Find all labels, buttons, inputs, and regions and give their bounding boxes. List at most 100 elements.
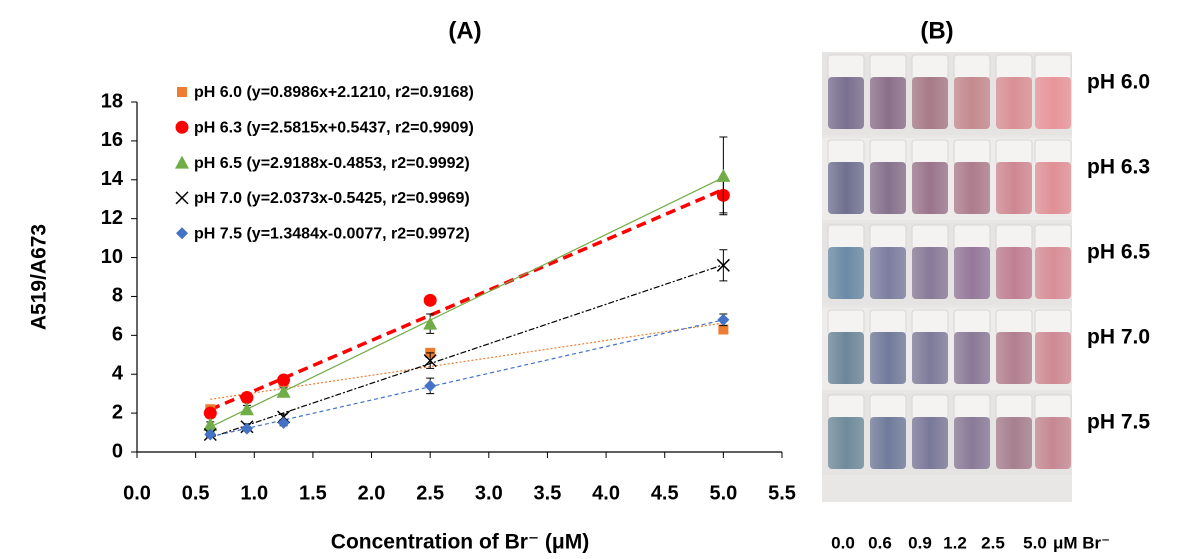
vial-liquid: [996, 332, 1032, 384]
concentration-label: 1.2: [943, 533, 967, 552]
marker: [203, 417, 218, 431]
y-tick-label: 12: [101, 207, 123, 229]
x-tick-label: 1.0: [240, 482, 268, 504]
vial-cap: [1034, 224, 1072, 250]
x-tick-label: 3.0: [475, 482, 503, 504]
panel-title: (B): [920, 17, 953, 44]
vial-cap: [869, 394, 907, 420]
vial-cap: [953, 224, 991, 250]
vial-liquid: [996, 247, 1032, 299]
y-tick-label: 0: [112, 440, 123, 462]
x-tick-label: 2.5: [416, 482, 444, 504]
marker: [277, 416, 290, 429]
trendline: [210, 176, 724, 428]
y-tick-label: 8: [112, 285, 123, 307]
marker: [423, 293, 437, 307]
marker: [204, 428, 217, 441]
y-tick-label: 16: [101, 129, 123, 151]
concentration-label: 0.9: [908, 533, 932, 552]
vial-cap: [995, 224, 1033, 250]
vial-liquid: [912, 77, 948, 129]
unit-label: μM Br⁻: [1053, 533, 1110, 552]
marker: [276, 384, 291, 398]
vial-cap: [953, 54, 991, 80]
x-tick-label: 4.5: [651, 482, 679, 504]
legend-label: pH 6.0 (y=0.8986x+2.1210, r2=0.9168): [194, 84, 474, 101]
vial-liquid: [828, 417, 864, 469]
row-label: pH 6.5: [1087, 241, 1150, 264]
vial-liquid: [912, 332, 948, 384]
vial-cap: [827, 139, 865, 165]
y-tick-label: 2: [112, 401, 123, 423]
vial-liquid: [954, 77, 990, 129]
marker: [717, 313, 730, 326]
marker: [718, 324, 729, 335]
vial-cap: [995, 309, 1033, 335]
row-label: pH 6.0: [1087, 71, 1150, 94]
vial-cap: [995, 54, 1033, 80]
vial-cap: [1034, 54, 1072, 80]
marker: [277, 373, 291, 387]
y-tick-label: 14: [101, 168, 124, 190]
vial-cap: [827, 224, 865, 250]
vial-liquid: [1035, 417, 1071, 469]
vial-liquid: [1035, 77, 1071, 129]
vial-liquid: [828, 77, 864, 129]
vial-liquid: [1035, 247, 1071, 299]
row-label: pH 7.5: [1087, 411, 1150, 434]
x-axis-title: Concentration of Br⁻ (μM): [331, 531, 589, 554]
trendline: [210, 319, 724, 438]
vial-cap: [911, 394, 949, 420]
vial-cap: [911, 139, 949, 165]
vial-cap: [953, 394, 991, 420]
legend-marker: [175, 155, 189, 169]
vial-liquid: [1035, 332, 1071, 384]
marker: [716, 258, 730, 272]
marker: [716, 168, 731, 182]
vial-cap: [953, 309, 991, 335]
vial-cap: [1034, 309, 1072, 335]
legend-marker: [175, 120, 189, 134]
concentration-label: 5.0: [1023, 533, 1047, 552]
legend-marker: [176, 227, 188, 240]
legend-marker: [177, 87, 187, 97]
y-tick-label: 6: [112, 324, 123, 346]
x-tick-label: 5.5: [768, 482, 796, 504]
vial-cap: [827, 54, 865, 80]
vial-photo: [822, 53, 1072, 475]
vial-cap: [1034, 394, 1072, 420]
chart-title: (A): [448, 17, 481, 44]
x-tick-label: 0.0: [123, 482, 151, 504]
vial-cap: [827, 309, 865, 335]
trendline: [209, 187, 725, 412]
y-tick-label: 10: [101, 246, 123, 268]
vial-cap: [1034, 139, 1072, 165]
vial-liquid: [954, 247, 990, 299]
vial-liquid: [870, 247, 906, 299]
marker: [423, 354, 437, 368]
vial-liquid: [828, 247, 864, 299]
y-axis-title: A519/A673: [28, 224, 51, 330]
vial-cap: [869, 139, 907, 165]
vial-cap: [995, 139, 1033, 165]
marker: [239, 402, 254, 416]
vial-liquid: [1035, 162, 1071, 214]
vial-liquid: [870, 332, 906, 384]
vial-liquid: [828, 332, 864, 384]
concentration-label: 2.5: [981, 533, 1005, 552]
vial-cap: [911, 309, 949, 335]
vial-cap: [827, 394, 865, 420]
vial-cap: [995, 394, 1033, 420]
x-tick-label: 1.5: [299, 482, 327, 504]
vial-liquid: [912, 162, 948, 214]
vial-liquid: [996, 77, 1032, 129]
vial-cap: [869, 309, 907, 335]
legend-marker: [175, 191, 189, 205]
x-tick-label: 0.5: [182, 482, 210, 504]
y-tick-label: 4: [112, 363, 124, 385]
marker: [240, 391, 254, 405]
vial-liquid: [870, 162, 906, 214]
vial-liquid: [912, 417, 948, 469]
vial-cap: [953, 139, 991, 165]
